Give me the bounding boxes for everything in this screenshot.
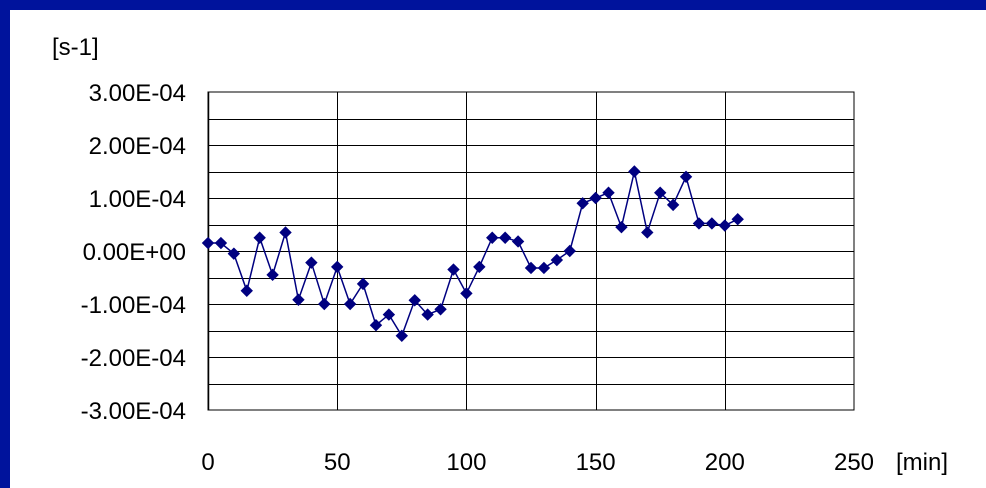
data-point [602,186,615,199]
chart-svg: [s-1] 3.00E-04 2.00E-04 1.00E-04 0.00E+00 -1… [52,34,948,476]
x-tick-label: 50 [324,449,351,476]
data-point [434,303,447,316]
data-point [486,231,499,244]
data-point [628,165,641,178]
data-point [460,287,473,300]
data-point [679,170,693,184]
data-point [356,277,370,291]
data-point [511,235,525,248]
data-point [292,293,305,306]
data-point [524,261,538,275]
y-tick-label: 0.00E+00 [83,239,186,266]
data-point [253,231,266,244]
data-point [369,318,383,332]
data-point [240,284,253,297]
grid [207,91,855,411]
chart-frame: [s-1] 3.00E-04 2.00E-04 1.00E-04 0.00E+00 -1… [10,10,986,488]
x-tick-labels: 0 50 100 150 200 250 [201,449,874,476]
data-point [576,197,589,210]
data-point [447,263,460,276]
data-point [641,226,654,239]
y-tick-label: 2.00E-04 [89,133,186,160]
data-point [705,217,719,230]
data-point [382,308,396,321]
data-point [408,294,421,307]
data-point [227,247,241,260]
data-point [563,244,576,258]
data-point [279,226,292,239]
y-tick-label: 1.00E-04 [89,186,186,213]
data-point [343,297,357,311]
data-point [692,217,706,230]
data-point [318,297,331,311]
y-tick-labels: 3.00E-04 2.00E-04 1.00E-04 0.00E+00 -1.00E-0… [81,80,186,425]
data-point [718,219,732,232]
x-tick-label: 250 [834,449,874,476]
x-axis-unit-label: [min] [896,449,948,476]
data-point [731,212,744,226]
y-tick-label: 3.00E-04 [89,80,186,107]
data-point [266,268,279,282]
series-path [208,171,739,338]
data-point [653,186,667,199]
data-point [589,191,602,205]
data-point [201,236,215,250]
x-tick-label: 200 [705,449,745,476]
data-point [666,198,680,212]
data-point [395,329,409,343]
y-tick-label: -2.00E-04 [81,345,186,372]
data-point [550,253,564,267]
data-point [305,256,318,269]
data-point [537,261,551,275]
x-tick-label: 100 [446,449,486,476]
data-point [330,260,344,274]
series-line [208,171,739,338]
y-tick-label: -1.00E-04 [81,292,186,319]
data-point [214,236,228,250]
data-point [421,308,434,321]
data-point [473,260,486,274]
data-point [615,220,628,234]
y-axis-unit-label: [s-1] [52,34,99,61]
y-tick-label: -3.00E-04 [81,398,186,425]
series-points [201,165,744,343]
x-tick-label: 0 [201,449,214,476]
x-tick-label: 150 [576,449,616,476]
data-point [498,231,512,244]
